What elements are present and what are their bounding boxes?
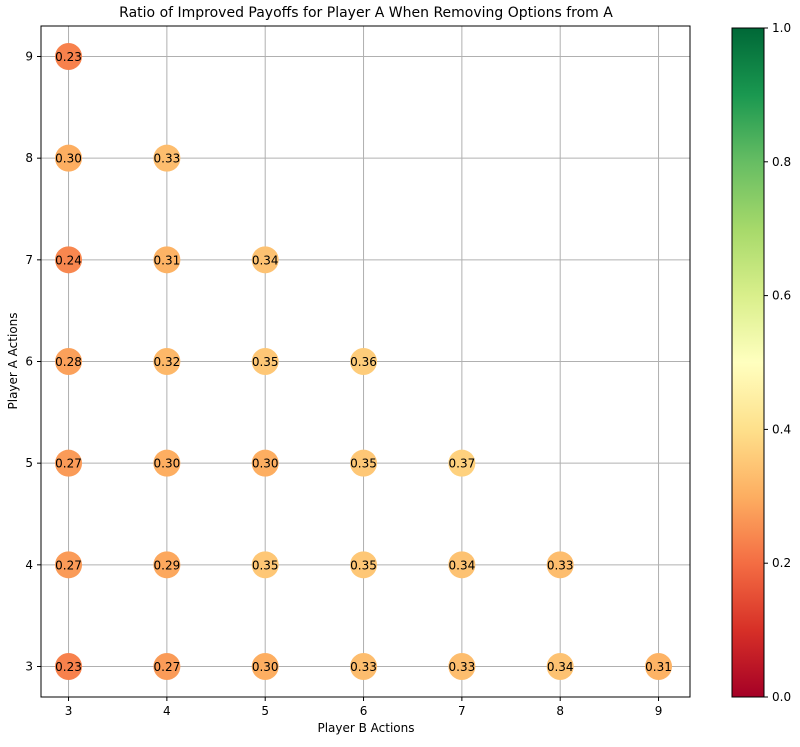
data-point (350, 348, 378, 375)
data-point (448, 653, 476, 680)
data-point (55, 144, 83, 172)
y-axis-label: Player A Actions (6, 312, 20, 409)
chart-title: Ratio of Improved Payoffs for Player A W… (119, 5, 613, 21)
colorbar-tick-label: 0.6 (772, 289, 791, 303)
data-points: 0.23 0.30 0.33 0.24 0.31 0.34 0.28 0.32 0.35 0.36… (55, 43, 673, 680)
x-tick-label: 3 (65, 704, 73, 718)
data-label: 0.24 (55, 253, 82, 267)
x-axis-label: Player B Actions (317, 721, 414, 735)
data-label: 0.34 (449, 558, 476, 572)
y-tick-label: 8 (25, 151, 33, 165)
data-point (55, 348, 83, 375)
data-point (546, 653, 574, 680)
y-tick-label: 3 (25, 660, 33, 674)
data-label: 0.23 (55, 660, 82, 674)
data-point (251, 551, 279, 579)
colorbar-ticks: 0.0 0.2 0.4 0.6 0.8 1.0 (764, 21, 791, 704)
data-label: 0.36 (350, 355, 377, 369)
data-label: 0.30 (252, 457, 279, 471)
data-point (153, 551, 181, 579)
colorbar-tick-label: 0.4 (772, 422, 791, 436)
data-point (350, 551, 378, 579)
data-point (55, 43, 83, 70)
data-point (153, 449, 181, 477)
data-label: 0.35 (350, 457, 377, 471)
data-point (645, 653, 673, 680)
data-label: 0.35 (350, 558, 377, 572)
data-label: 0.33 (547, 558, 574, 572)
data-point (55, 246, 83, 274)
data-label: 0.33 (154, 152, 181, 166)
data-point (546, 551, 574, 579)
data-point (251, 653, 279, 680)
data-label: 0.37 (449, 457, 476, 471)
data-point (448, 551, 476, 579)
data-point (55, 653, 83, 680)
data-point (55, 551, 83, 579)
data-point (350, 449, 378, 477)
colorbar-tick-label: 0.2 (772, 556, 791, 570)
data-label: 0.27 (55, 457, 82, 471)
data-label: 0.34 (547, 660, 574, 674)
axis-ticks: 3 4 5 6 7 8 9 3 4 5 6 7 8 9 (25, 50, 662, 719)
data-label: 0.31 (645, 660, 672, 674)
x-tick-label: 4 (163, 704, 171, 718)
grid-lines (41, 26, 690, 697)
colorbar-tick-label: 1.0 (772, 21, 791, 35)
colorbar (731, 27, 765, 698)
data-label: 0.23 (55, 50, 82, 64)
data-label: 0.30 (252, 660, 279, 674)
data-label: 0.30 (55, 152, 82, 166)
colorbar-tick-label: 0.8 (772, 155, 791, 169)
data-label: 0.35 (252, 355, 279, 369)
data-label: 0.30 (154, 457, 181, 471)
x-tick-label: 9 (655, 704, 663, 718)
data-label: 0.33 (449, 660, 476, 674)
data-label: 0.28 (55, 355, 82, 369)
data-point (251, 246, 279, 274)
y-tick-label: 9 (25, 50, 33, 64)
data-point (251, 449, 279, 477)
colorbar-tick-label: 0.0 (772, 690, 791, 704)
x-tick-label: 7 (458, 704, 466, 718)
data-point (448, 449, 476, 477)
x-tick-label: 6 (360, 704, 368, 718)
data-label: 0.33 (350, 660, 377, 674)
data-point (153, 144, 181, 172)
data-point (350, 653, 378, 680)
data-label: 0.31 (154, 253, 181, 267)
y-tick-label: 4 (25, 558, 33, 572)
data-point (251, 348, 279, 375)
data-label: 0.35 (252, 558, 279, 572)
data-point (153, 653, 181, 680)
data-point (153, 246, 181, 274)
data-label: 0.27 (55, 558, 82, 572)
data-label: 0.34 (252, 253, 279, 267)
y-tick-label: 6 (25, 355, 33, 369)
y-tick-label: 5 (25, 456, 33, 470)
x-tick-label: 5 (261, 704, 269, 718)
data-label: 0.32 (154, 355, 181, 369)
data-label: 0.27 (154, 660, 181, 674)
data-label: 0.29 (154, 558, 181, 572)
data-point (153, 348, 181, 375)
y-tick-label: 7 (25, 253, 33, 267)
x-tick-label: 8 (556, 704, 564, 718)
data-point (55, 449, 83, 477)
